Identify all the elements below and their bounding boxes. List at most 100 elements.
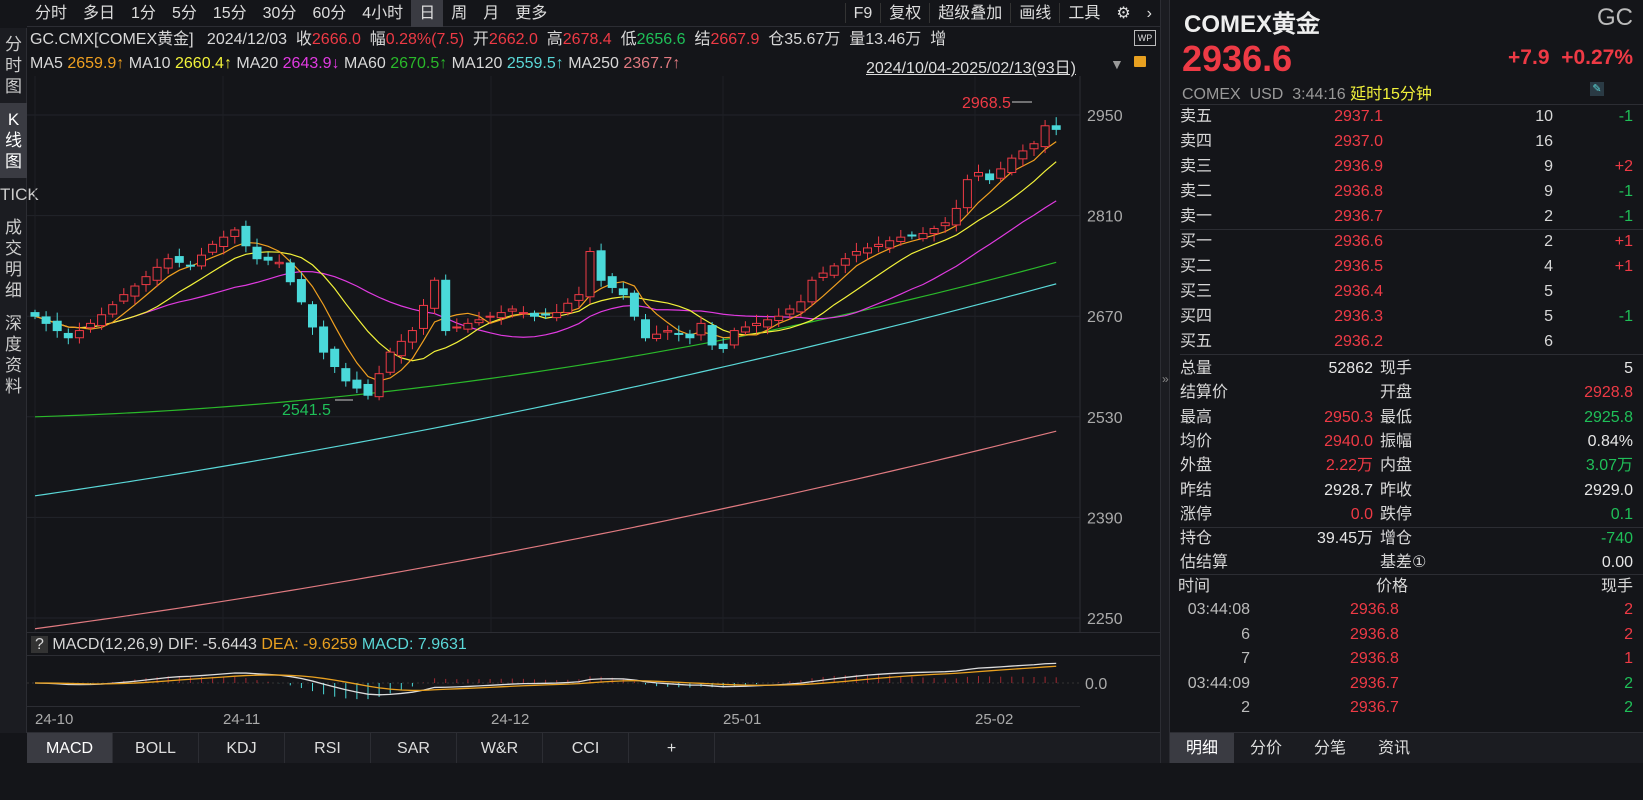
stat-label: 跌停 — [1380, 505, 1413, 523]
stat-label: 内盘 — [1380, 457, 1413, 475]
stat-row: 均价 2940.0 振幅 0.84% — [1180, 429, 1633, 454]
expand-icon[interactable]: » — [1162, 372, 1169, 386]
indicator-tab[interactable]: + — [629, 733, 715, 763]
trade-row: 6 2936.8 2 — [1178, 622, 1633, 647]
stat-value: 2928.8 — [1584, 384, 1633, 402]
period-tab[interactable]: 分时 — [35, 4, 68, 22]
dropdown-triangle-icon[interactable]: ▼ — [1110, 56, 1124, 72]
candle-body — [718, 343, 728, 350]
indicator-tab[interactable]: RSI — [285, 733, 371, 763]
indicator-tab[interactable]: SAR — [371, 733, 457, 763]
change-pct: +0.27% — [1561, 46, 1633, 69]
period-tab[interactable]: 日 — [411, 0, 444, 27]
period-tab[interactable]: 更多 — [515, 4, 548, 22]
indicator-tab[interactable]: BOLL — [113, 733, 199, 763]
level-qty: 16 — [1535, 133, 1553, 150]
period-tab[interactable]: 多日 — [83, 4, 116, 22]
period-tab[interactable]: 30分 — [262, 4, 297, 22]
gear-icon[interactable]: ⚙ — [1116, 4, 1131, 22]
chevron-right-icon[interactable]: › — [1146, 4, 1152, 22]
tool-button[interactable]: 画线 — [1019, 4, 1052, 22]
candle-body — [962, 179, 972, 209]
wp-icon[interactable]: WP — [1134, 30, 1156, 46]
candle-body — [596, 250, 606, 281]
tool-button[interactable]: 工具 — [1068, 4, 1101, 22]
candle-body — [274, 261, 284, 265]
view-tab[interactable]: 成交明细 — [5, 218, 22, 300]
period-tab[interactable]: 5分 — [171, 4, 197, 22]
stat-row: 外盘 2.22万 内盘 3.07万 — [1180, 453, 1633, 478]
panel-divider[interactable]: » — [1160, 0, 1170, 763]
period-tab[interactable]: 周 — [451, 4, 468, 22]
candle-body — [996, 168, 1006, 179]
candle-body — [1040, 125, 1050, 148]
indicator-tab[interactable]: MACD — [27, 733, 113, 763]
edit-icon[interactable]: ✎ — [1590, 82, 1604, 96]
detail-tab[interactable]: 资讯 — [1377, 740, 1410, 757]
indicator-tab[interactable]: W&R — [457, 733, 543, 763]
low-label: 低 — [620, 31, 637, 48]
date-range[interactable]: 2024/10/04-2025/02/13(93日) — [866, 60, 1076, 77]
indicator-tab[interactable]: KDJ — [199, 733, 285, 763]
candle-body — [863, 247, 872, 254]
stat-value: 0.00 — [1601, 554, 1633, 572]
detail-tab[interactable]: 分价 — [1249, 740, 1282, 757]
candle-body — [152, 266, 162, 281]
view-tab[interactable]: K线图 — [0, 103, 27, 178]
high-value: 2678.4 — [562, 31, 612, 48]
macd-zero-label: 0.0 — [1085, 676, 1107, 693]
trade-row: 03:44:09 2936.7 2 — [1178, 671, 1633, 696]
x-tick-label: 25-01 — [723, 711, 762, 728]
candle-body — [252, 246, 262, 260]
period-tab[interactable]: 15分 — [212, 4, 247, 22]
tool-button[interactable]: F9 — [853, 4, 873, 22]
y-tick-label: 2250 — [1087, 611, 1123, 628]
candle-body — [219, 236, 229, 247]
stat-value: 2928.7 — [1324, 481, 1373, 499]
candle-body — [230, 229, 240, 237]
price-change: +7.9 +0.27% — [1410, 46, 1633, 70]
candle-body — [518, 312, 528, 315]
detail-tab[interactable]: 明细 — [1170, 733, 1234, 763]
ma-label: MA250 — [568, 55, 619, 72]
candle-body — [174, 256, 184, 263]
last-price: 2936.6 — [1182, 38, 1293, 79]
ma-value: 2643.9↓ — [282, 55, 340, 72]
period-tab[interactable]: 60分 — [312, 4, 347, 22]
period-tab[interactable]: 月 — [483, 4, 500, 22]
low-value: 2656.6 — [636, 31, 686, 48]
tool-button[interactable]: 复权 — [889, 4, 922, 22]
view-tab[interactable]: 分时图 — [5, 35, 22, 96]
period-tab[interactable]: 4小时 — [362, 4, 404, 22]
lock-icon[interactable] — [1134, 56, 1146, 67]
ma-label: MA60 — [344, 55, 386, 72]
max-price-label: 2968.5 — [962, 95, 1011, 112]
instrument-code: GC — [1597, 4, 1633, 31]
level-price: 2936.5 — [1334, 258, 1383, 275]
ma60-line — [34, 261, 1057, 418]
vol-label: 量 — [849, 31, 866, 48]
ma-legend: MA5 2659.9↑ MA10 2660.4↑ MA20 2643.9↓ MA… — [30, 52, 680, 76]
detail-tab[interactable]: 分笔 — [1313, 740, 1346, 757]
tool-button[interactable]: 超级叠加 — [938, 4, 1003, 22]
view-tab[interactable]: 深度资料 — [5, 314, 22, 396]
indicator-tabs: MACD BOLL KDJ RSI SAR W&R CCI + — [27, 732, 1160, 763]
candle-body — [74, 330, 84, 339]
ma-label: MA10 — [128, 55, 171, 72]
macd-help-button[interactable]: ? — [31, 636, 48, 653]
stat-label: 昨结 — [1180, 481, 1213, 499]
stat-label: 均价 — [1180, 432, 1213, 450]
view-tab[interactable]: TICK — [0, 185, 39, 204]
kline-chart[interactable]: 2950 2810 2670 2530 2390 2250 2968.5 2541.5 — [27, 76, 1160, 632]
level-price: 2936.8 — [1334, 183, 1383, 200]
indicator-tab[interactable]: CCI — [543, 733, 629, 763]
ma20-line — [34, 200, 1057, 338]
symbol: GC.CMX[COMEX黄金] — [30, 31, 194, 48]
stat-label: 最低 — [1380, 408, 1413, 426]
open-label: 开 — [472, 31, 489, 48]
trade-row: 7 2936.8 1 — [1178, 646, 1633, 671]
level-qty: 5 — [1544, 283, 1553, 300]
stat-value: 3.07万 — [1585, 457, 1633, 475]
period-tab[interactable]: 1分 — [131, 4, 156, 22]
candle-body — [685, 333, 695, 339]
